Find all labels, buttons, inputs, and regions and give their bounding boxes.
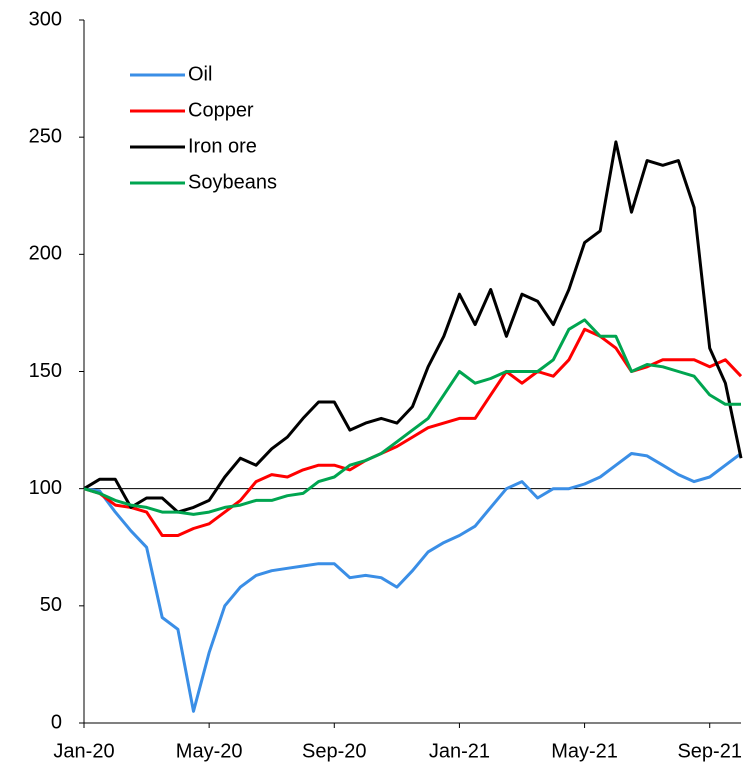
y-tick-label: 50 xyxy=(40,594,62,616)
y-tick-label: 300 xyxy=(29,8,62,30)
legend-label: Iron ore xyxy=(188,135,257,157)
y-tick-label: 200 xyxy=(29,243,62,265)
y-tick-label: 100 xyxy=(29,477,62,499)
legend-label: Soybeans xyxy=(188,171,277,193)
series-line xyxy=(83,452,742,713)
legend-label: Oil xyxy=(188,63,212,85)
series-line xyxy=(83,318,741,516)
series-line xyxy=(83,327,743,537)
y-tick-label: 250 xyxy=(29,125,62,147)
legend-label: Copper xyxy=(188,99,254,121)
x-tick-label: Sep-21 xyxy=(677,740,742,762)
x-tick-label: May-20 xyxy=(176,740,243,762)
x-tick-label: Jan-21 xyxy=(429,740,490,762)
x-tick-label: Sep-20 xyxy=(302,740,367,762)
y-tick-label: 0 xyxy=(51,711,62,733)
x-tick-label: May-21 xyxy=(551,740,618,762)
x-tick-label: Jan-20 xyxy=(53,740,114,762)
y-tick-label: 150 xyxy=(29,360,62,382)
series-line xyxy=(83,140,743,514)
